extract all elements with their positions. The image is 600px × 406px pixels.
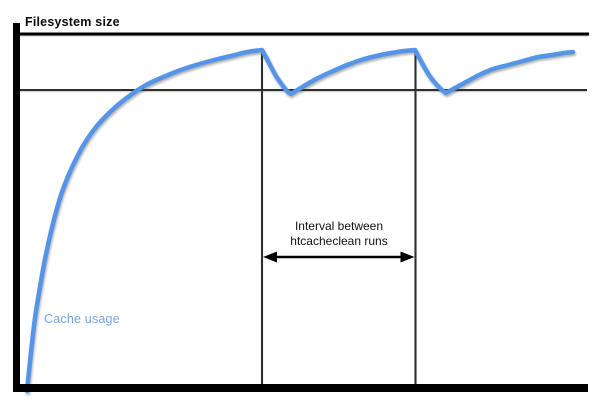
interval-arrow xyxy=(263,251,415,263)
cache-usage-label: Cache usage xyxy=(44,312,120,326)
interval-annotation-line2: htcacheclean runs xyxy=(290,233,388,248)
interval-arrow-head-right xyxy=(400,251,415,263)
interval-arrow-head-left xyxy=(263,251,277,263)
cache-usage-curve xyxy=(24,47,576,394)
interval-annotation-line1: Interval between xyxy=(294,219,384,233)
interval-annotation: Interval between htcacheclean runs xyxy=(262,219,416,248)
x-axis-bar xyxy=(13,384,588,392)
filesystem-size-label: Filesystem size xyxy=(25,15,120,29)
y-axis-bar xyxy=(13,23,20,392)
